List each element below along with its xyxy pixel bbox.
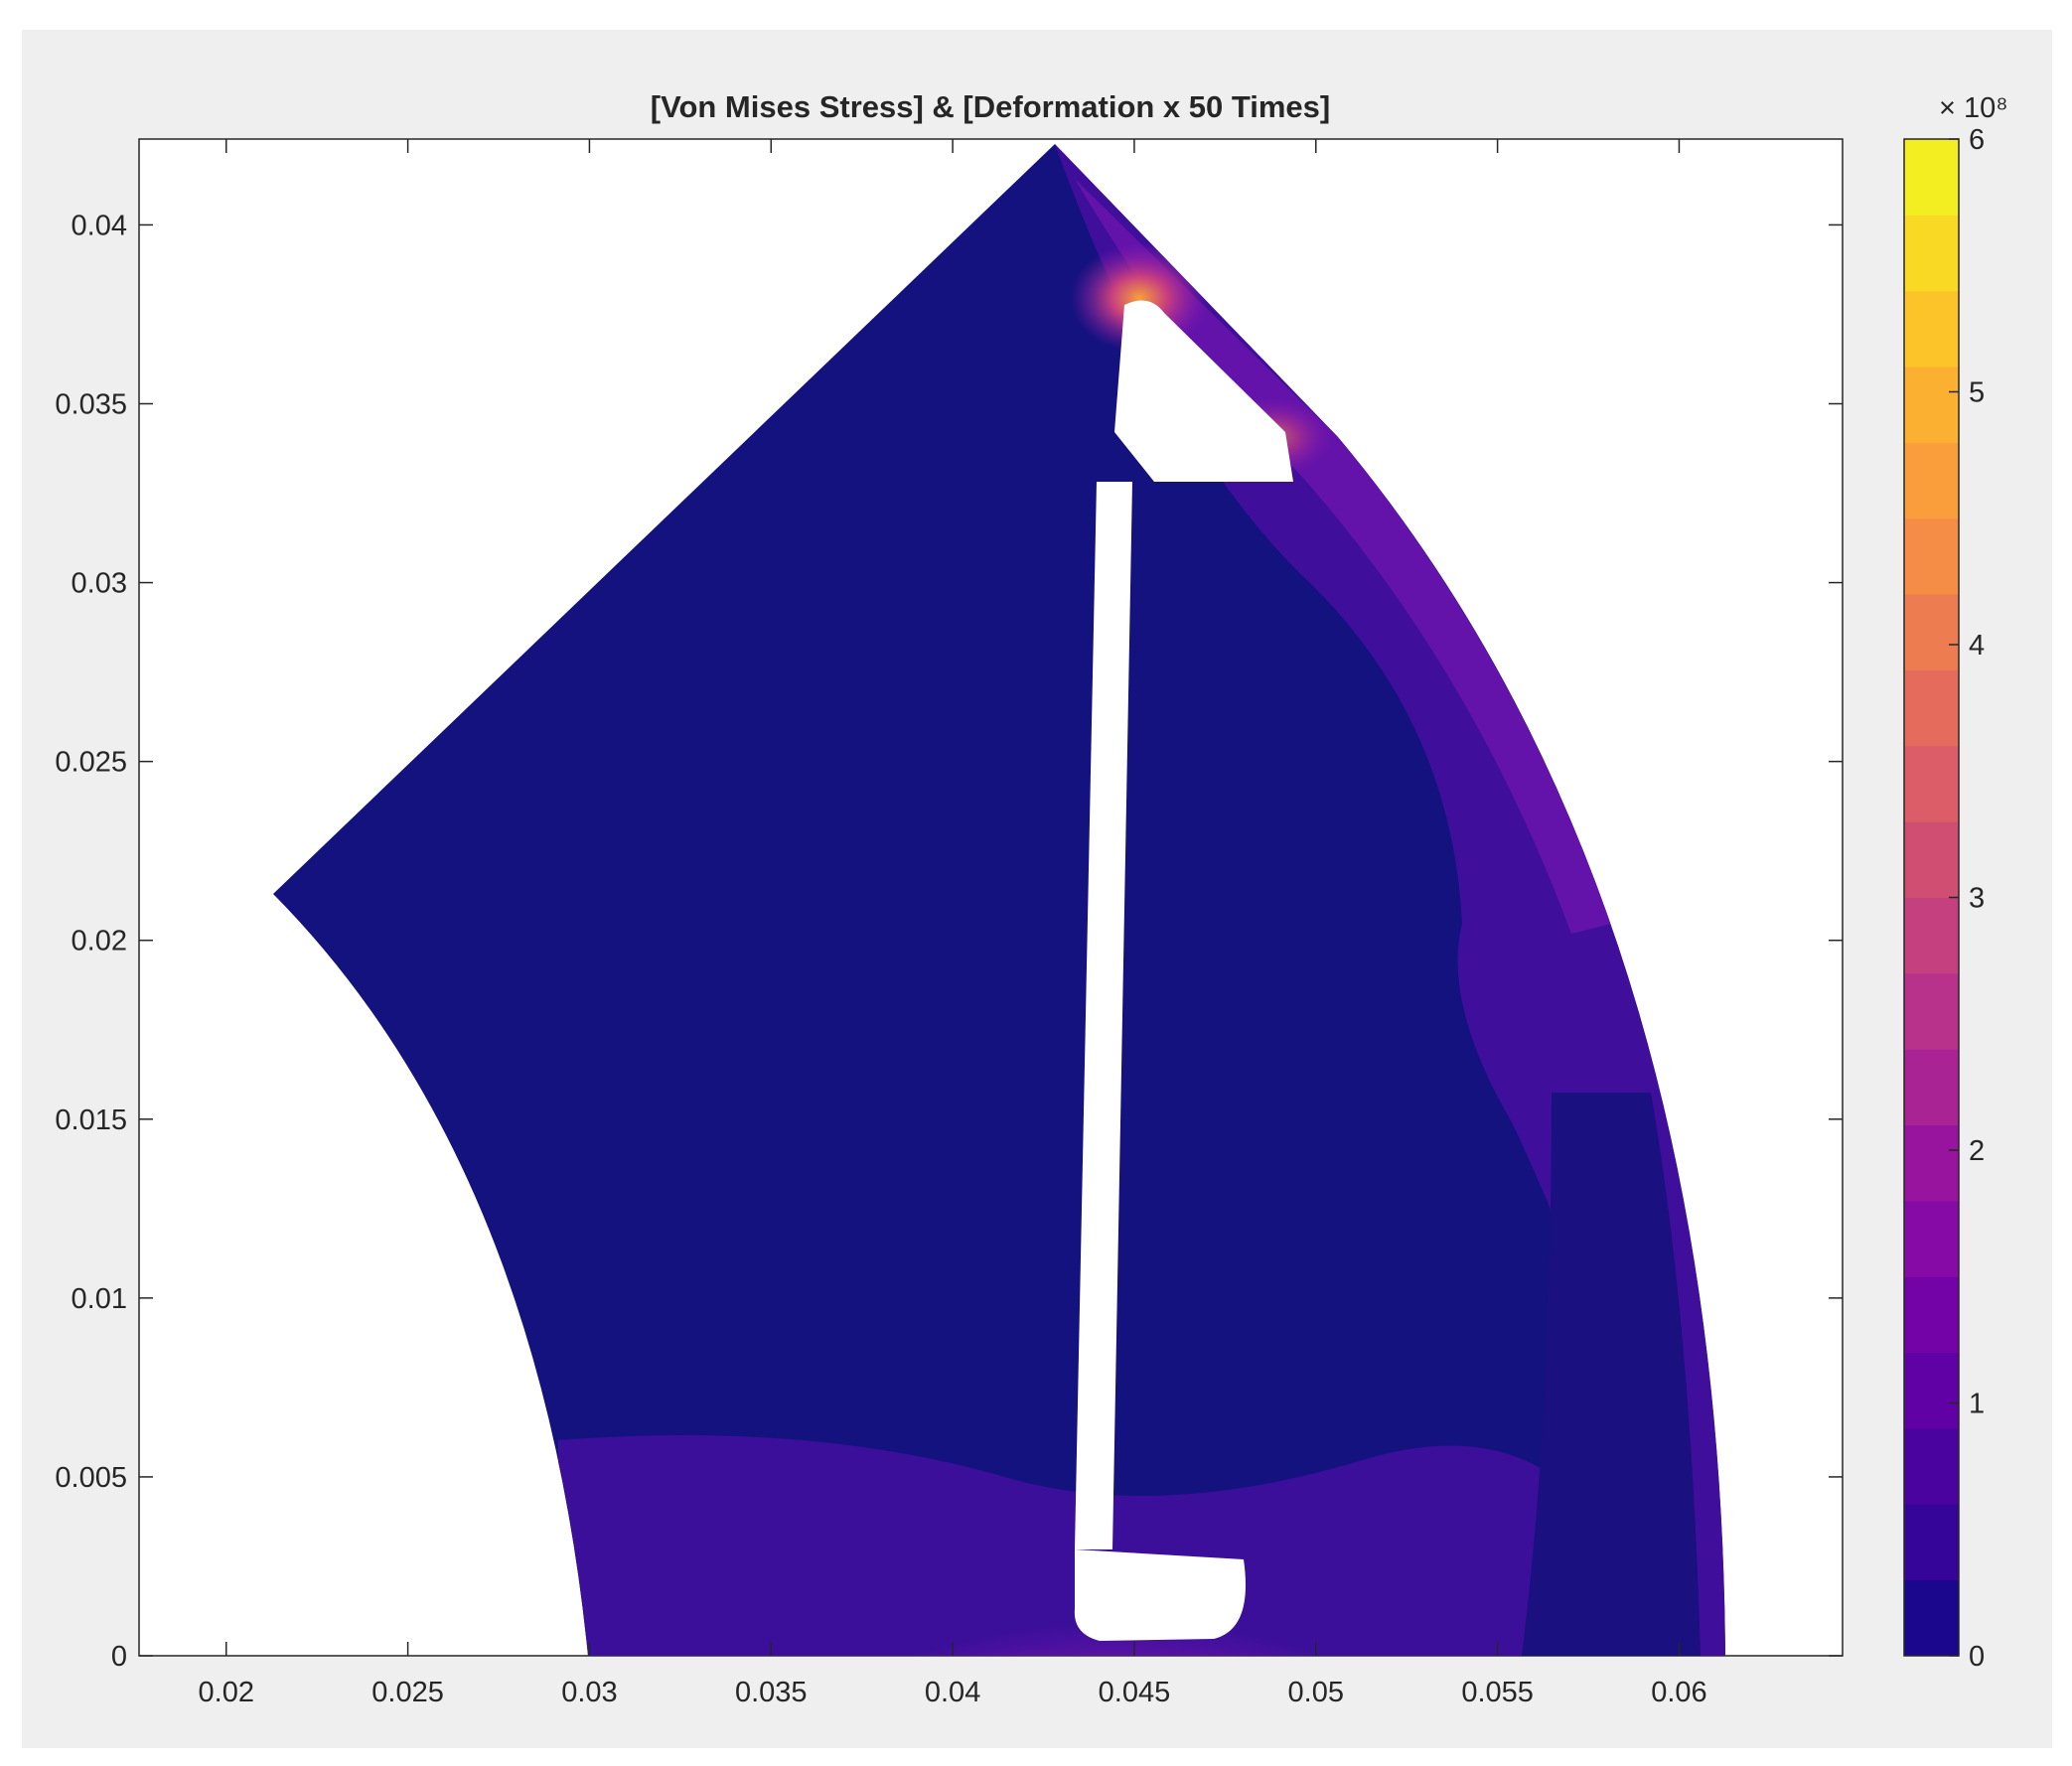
- colorbar-tick-label: 1: [1969, 1389, 1985, 1420]
- y-tick-label: 0.03: [72, 568, 127, 600]
- colorbar: 0 1 2 3 4 5 6 × 10⁸: [1903, 92, 2007, 1673]
- y-tick-label: 0.02: [72, 926, 127, 957]
- colorbar-band: [1904, 897, 1959, 974]
- colorbar-band: [1904, 594, 1959, 670]
- colorbar-tick-label: 2: [1969, 1135, 1985, 1167]
- colorbar-band: [1904, 669, 1959, 747]
- colorbar-band: [1904, 290, 1959, 368]
- colorbar-band: [1904, 1049, 1959, 1126]
- colorbar-band: [1904, 139, 1959, 216]
- vertical-slot-opening: [1075, 482, 1132, 1549]
- colorbar-exponent: × 10⁸: [1939, 92, 2007, 124]
- colorbar-tick-label: 5: [1969, 377, 1985, 409]
- colorbar-bands: [1904, 139, 1959, 1657]
- x-axis-ticks: 0.02 0.025 0.03 0.035 0.04 0.045 0.05 0.055 0.06: [199, 139, 1707, 1708]
- colorbar-ticks: 0 1 2 3 4 5 6: [1949, 124, 1985, 1673]
- colorbar-tick-label: 6: [1969, 124, 1985, 156]
- colorbar-band: [1904, 745, 1959, 822]
- colorbar-band: [1904, 1579, 1959, 1657]
- lower-slot-opening: [1074, 1549, 1246, 1641]
- colorbar-band: [1904, 1504, 1959, 1581]
- colorbar-band: [1904, 1427, 1959, 1505]
- colorbar-band: [1904, 1276, 1959, 1354]
- y-tick-label: 0.025: [55, 747, 127, 779]
- colorbar-band: [1904, 1352, 1959, 1429]
- y-tick-label: 0: [111, 1641, 127, 1673]
- colorbar-band: [1904, 442, 1959, 519]
- x-tick-label: 0.055: [1461, 1677, 1534, 1708]
- right-low-patch: [1522, 1093, 1701, 1656]
- colorbar-band: [1904, 972, 1959, 1050]
- chart-title: [Von Mises Stress] & [Deformation x 50 T…: [651, 89, 1330, 124]
- colorbar-band: [1904, 517, 1959, 595]
- y-tick-label: 0.035: [55, 389, 127, 421]
- y-axis-ticks: 0 0.005 0.01 0.015 0.02 0.025 0.03 0.035 0.04: [55, 210, 1843, 1673]
- colorbar-tick-label: 4: [1969, 630, 1985, 662]
- colorbar-band: [1904, 821, 1959, 898]
- x-tick-label: 0.05: [1288, 1677, 1344, 1708]
- bottom-hot-zone: [792, 1480, 1447, 1656]
- x-tick-label: 0.025: [371, 1677, 444, 1708]
- x-tick-label: 0.03: [561, 1677, 617, 1708]
- x-tick-label: 0.035: [735, 1677, 808, 1708]
- stress-plot: 0.02 0.025 0.03 0.035 0.04 0.045 0.05 0.055 0.06…: [55, 89, 2007, 1708]
- x-tick-label: 0.02: [199, 1677, 254, 1708]
- x-tick-label: 0.04: [925, 1677, 980, 1708]
- y-tick-label: 0.015: [55, 1104, 127, 1136]
- colorbar-band: [1904, 367, 1959, 443]
- upper-slot-opening: [1114, 300, 1293, 482]
- x-tick-label: 0.045: [1099, 1677, 1171, 1708]
- y-tick-label: 0.005: [55, 1462, 127, 1494]
- colorbar-tick-label: 3: [1969, 883, 1985, 915]
- y-tick-label: 0.01: [72, 1283, 127, 1315]
- figure-window: 0.02 0.025 0.03 0.035 0.04 0.045 0.05 0.055 0.06…: [22, 30, 2052, 1748]
- colorbar-band: [1904, 1200, 1959, 1277]
- colorbar-tick-label: 0: [1969, 1641, 1985, 1673]
- colorbar-band: [1904, 1124, 1959, 1202]
- x-tick-label: 0.06: [1651, 1677, 1706, 1708]
- colorbar-band: [1904, 215, 1959, 292]
- y-tick-label: 0.04: [72, 210, 127, 241]
